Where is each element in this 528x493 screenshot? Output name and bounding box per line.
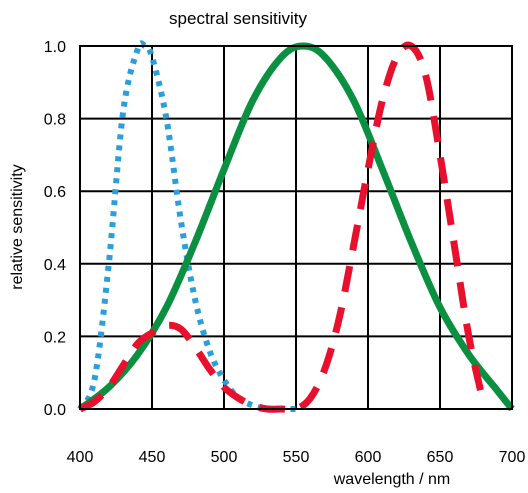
x-tick-labels: 400 450 500 550 600 650 700 — [67, 449, 526, 466]
y-tick-label: 1.0 — [44, 39, 66, 56]
chart-title: spectral sensitivity — [169, 9, 307, 28]
y-tick-label: 0.6 — [44, 184, 66, 201]
x-tick-label: 700 — [499, 449, 526, 466]
y-tick-labels: 0.0 0.2 0.4 0.6 0.8 1.0 — [44, 39, 66, 419]
series-line-dotted — [77, 40, 296, 413]
y-tick-label: 0.4 — [44, 257, 66, 274]
y-tick-label: 0.0 — [44, 402, 66, 419]
x-tick-label: 600 — [355, 449, 382, 466]
x-tick-label: 650 — [427, 449, 454, 466]
y-tick-label: 0.8 — [44, 112, 66, 129]
x-tick-label: 400 — [67, 449, 94, 466]
y-axis-label: relative sensitivity — [9, 164, 26, 289]
x-tick-label: 450 — [139, 449, 166, 466]
series-line-dashed — [78, 41, 487, 414]
x-tick-label: 550 — [283, 449, 310, 466]
x-tick-label: 500 — [211, 449, 238, 466]
plot-frame — [79, 45, 513, 410]
y-tick-label: 0.2 — [44, 329, 66, 346]
plot-grid — [79, 45, 513, 410]
x-axis-label: wavelength / nm — [333, 471, 451, 488]
